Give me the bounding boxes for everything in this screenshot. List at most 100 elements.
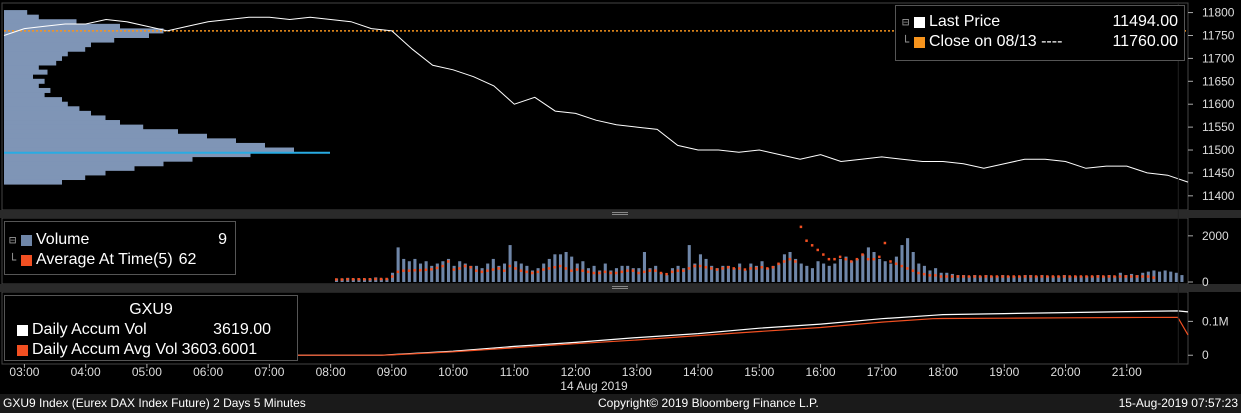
avg-at-time-dot [693, 264, 696, 268]
volume-bar [1029, 275, 1033, 282]
avg-at-time-dot [1113, 275, 1116, 278]
volume-profile-bar [4, 92, 45, 98]
volume-bar [687, 245, 691, 282]
volume-bar [738, 263, 742, 282]
avg-at-time-dot [446, 260, 450, 263]
volume-bar [1068, 276, 1072, 282]
avg-at-time-dot [564, 267, 568, 270]
avg-at-time-dot [430, 268, 433, 271]
legend-volume-value: 9 [218, 231, 227, 248]
volume-bar [754, 265, 758, 282]
volume-bar [704, 258, 708, 282]
legend-avg-time-label: Average At Time(5) [36, 251, 173, 268]
avg-at-time-dot [614, 271, 618, 275]
legend-accum-vol-value: 3619.00 [213, 321, 271, 338]
volume-profile-bar [4, 19, 77, 25]
volume-bar [1057, 276, 1061, 282]
volume-bar [1113, 276, 1117, 282]
blue-swatch-icon [21, 234, 32, 246]
volume-bar [530, 270, 535, 282]
volume-profile-bar [4, 110, 91, 116]
avg-at-time-dot [1034, 275, 1038, 278]
avg-at-time-dot [486, 269, 489, 272]
avg-at-time-dot [497, 267, 500, 270]
avg-at-time-dot [934, 274, 937, 277]
avg-at-time-dot [385, 277, 388, 281]
legend-close-value: 11760.00 [1112, 33, 1178, 50]
legend-accum-title: GXU9 [129, 301, 173, 318]
avg-at-time-dot [844, 257, 847, 261]
avg-at-time-dot [514, 267, 517, 270]
avg-at-time-dot [1029, 275, 1032, 278]
volume-profile-bar [4, 42, 91, 48]
volume-bar [833, 263, 837, 282]
volume-tick-label: 2000 [1202, 229, 1229, 243]
legend-accum-vol[interactable]: Daily Accum Vol 3619.00 [9, 320, 293, 340]
volume-bar [838, 258, 842, 282]
price-tick-label: 11550 [1202, 120, 1235, 134]
legend-volume[interactable]: ⊟ Volume 9 [9, 231, 227, 248]
volume-bar [1102, 276, 1106, 282]
avg-at-time-dot [1051, 275, 1055, 278]
avg-at-time-dot [413, 269, 416, 272]
avg-at-time-dot [603, 270, 607, 274]
avg-at-time-dot [1012, 275, 1015, 278]
avg-at-time-dot [480, 270, 484, 274]
avg-at-time-dot [626, 269, 629, 272]
volume-bar [497, 265, 501, 282]
volume-profile-bar [4, 46, 86, 52]
avg-at-time-dot [637, 271, 640, 275]
volume-bar [502, 263, 507, 282]
avg-at-time-dot [766, 267, 769, 270]
avg-at-time-dot [939, 275, 943, 278]
legend-close[interactable]: └ Close on 08/13 ---- 11760.00 [902, 33, 1178, 50]
avg-at-time-dot [530, 271, 534, 275]
avg-at-time-dot [794, 260, 797, 263]
volume-bar [648, 268, 652, 282]
legend-accum-avg[interactable]: Daily Accum Avg Vol 3603.6001 [9, 340, 293, 360]
footer-copyright: Copyright© 2019 Bloomberg Finance L.P. [598, 396, 819, 410]
time-tick-label: 09:00 [377, 365, 407, 379]
volume-bar [1034, 276, 1038, 282]
last-price-line [3, 16, 1189, 183]
avg-at-time-dot [609, 271, 612, 275]
avg-at-time-dot [883, 241, 887, 245]
volume-bar [973, 275, 977, 282]
accum-tick-label: 0.1M [1202, 314, 1229, 328]
volume-bar [452, 265, 456, 282]
volume-bar [850, 261, 854, 282]
volume-bar [654, 265, 658, 282]
avg-at-time-dot [917, 271, 920, 275]
volume-bar [1079, 276, 1083, 282]
avg-at-time-dot [850, 260, 853, 263]
volume-profile-bar [4, 37, 115, 43]
volume-bar [978, 276, 982, 282]
time-tick-label: 08:00 [316, 365, 346, 379]
legend-last-price[interactable]: ⊟ Last Price 11494.00 [902, 13, 1178, 30]
avg-at-time-dot [950, 275, 954, 278]
avg-at-time-dot [418, 269, 422, 272]
legend-avg-time[interactable]: └ Average At Time(5) 62 [9, 251, 197, 268]
volume-bar [1180, 275, 1184, 282]
volume-bar [810, 268, 814, 282]
avg-at-time-dot [1006, 275, 1010, 278]
volume-profile-bar [4, 124, 144, 130]
volume-bar [715, 268, 719, 282]
avg-at-time-dot [900, 264, 903, 268]
avg-at-time-dot [906, 267, 909, 270]
accum-legend: GXU9 Daily Accum Vol 3619.00 Daily Accum… [4, 295, 298, 361]
avg-at-time-dot [956, 275, 959, 278]
volume-bar [782, 254, 786, 282]
avg-at-time-dot [749, 267, 752, 270]
white-swatch-icon [914, 16, 925, 28]
volume-profile-bar [4, 175, 86, 181]
volume-bar [816, 261, 820, 282]
volume-profile-bar [4, 179, 62, 185]
volume-profile-bar [4, 101, 68, 107]
avg-at-time-dot [833, 257, 836, 261]
avg-at-time-dot [458, 267, 461, 270]
volume-bar [1018, 276, 1022, 282]
volume-bar [1040, 275, 1044, 282]
volume-bar [995, 276, 999, 282]
avg-at-time-dot [945, 275, 948, 278]
